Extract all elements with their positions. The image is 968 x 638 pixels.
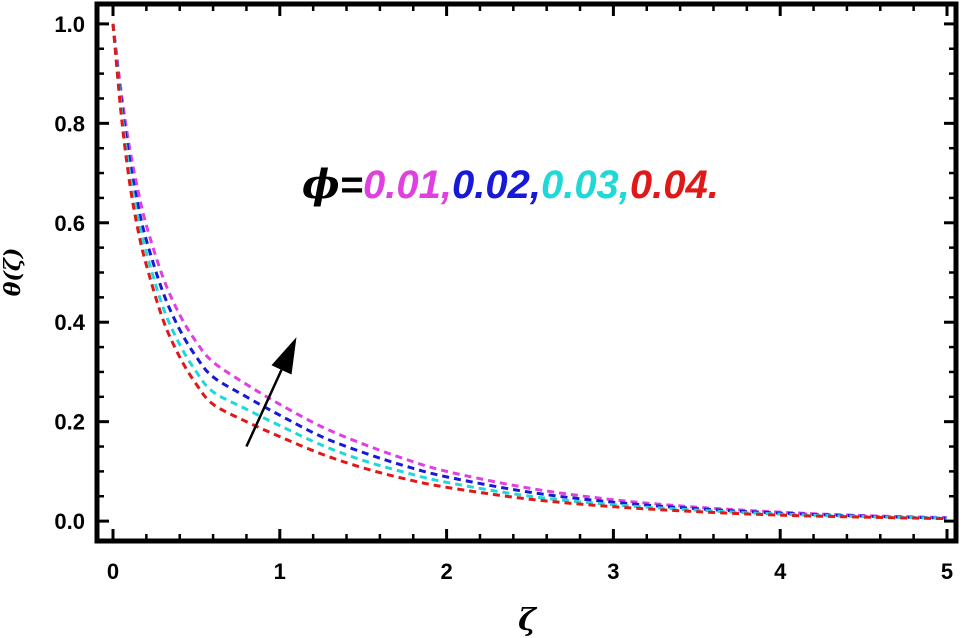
phi-symbol: ϕ — [302, 161, 340, 208]
y-tick-label: 0.2 — [54, 410, 85, 435]
y-tick-label: 0.4 — [54, 310, 85, 335]
arrow-head — [271, 337, 297, 375]
phi-value-1: 0.01, — [363, 163, 452, 207]
series-group — [111, 23, 948, 521]
x-tick-label: 3 — [607, 559, 619, 584]
y-tick-label: 0.6 — [54, 211, 85, 236]
x-tick-label: 4 — [774, 559, 787, 584]
y-axis-title: θ(ζ) — [0, 248, 26, 297]
y-tick-label: 0.0 — [54, 509, 85, 534]
phi-value-4: 0.04. — [630, 163, 719, 207]
x-tick-label: 0 — [107, 559, 119, 584]
ticks: 0 1 2 3 4 5 0.0 0.2 0.4 0.6 0.8 1.0 — [54, 4, 956, 584]
y-tick-label: 1.0 — [54, 12, 85, 37]
plot-frame — [94, 1, 959, 544]
phi-annotation: ϕ=0.01,0.02,0.03,0.04. — [302, 161, 719, 208]
phi-value-3: 0.03, — [541, 163, 630, 207]
x-tick-label: 2 — [440, 559, 452, 584]
y-tick-label: 0.8 — [54, 111, 85, 136]
phi-equals: = — [340, 163, 363, 207]
phi-value-2: 0.02, — [452, 163, 541, 207]
x-axis-title: ζ — [518, 603, 538, 638]
x-tick-label: 5 — [941, 559, 953, 584]
series-line-4 — [111, 23, 948, 521]
arrow-shaft — [245, 369, 283, 448]
annotation-arrow — [245, 337, 297, 448]
x-tick-label: 1 — [274, 559, 286, 584]
